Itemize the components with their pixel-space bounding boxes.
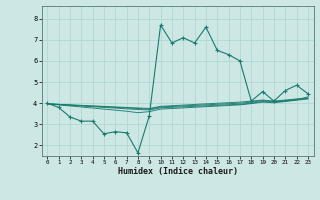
- X-axis label: Humidex (Indice chaleur): Humidex (Indice chaleur): [118, 167, 237, 176]
